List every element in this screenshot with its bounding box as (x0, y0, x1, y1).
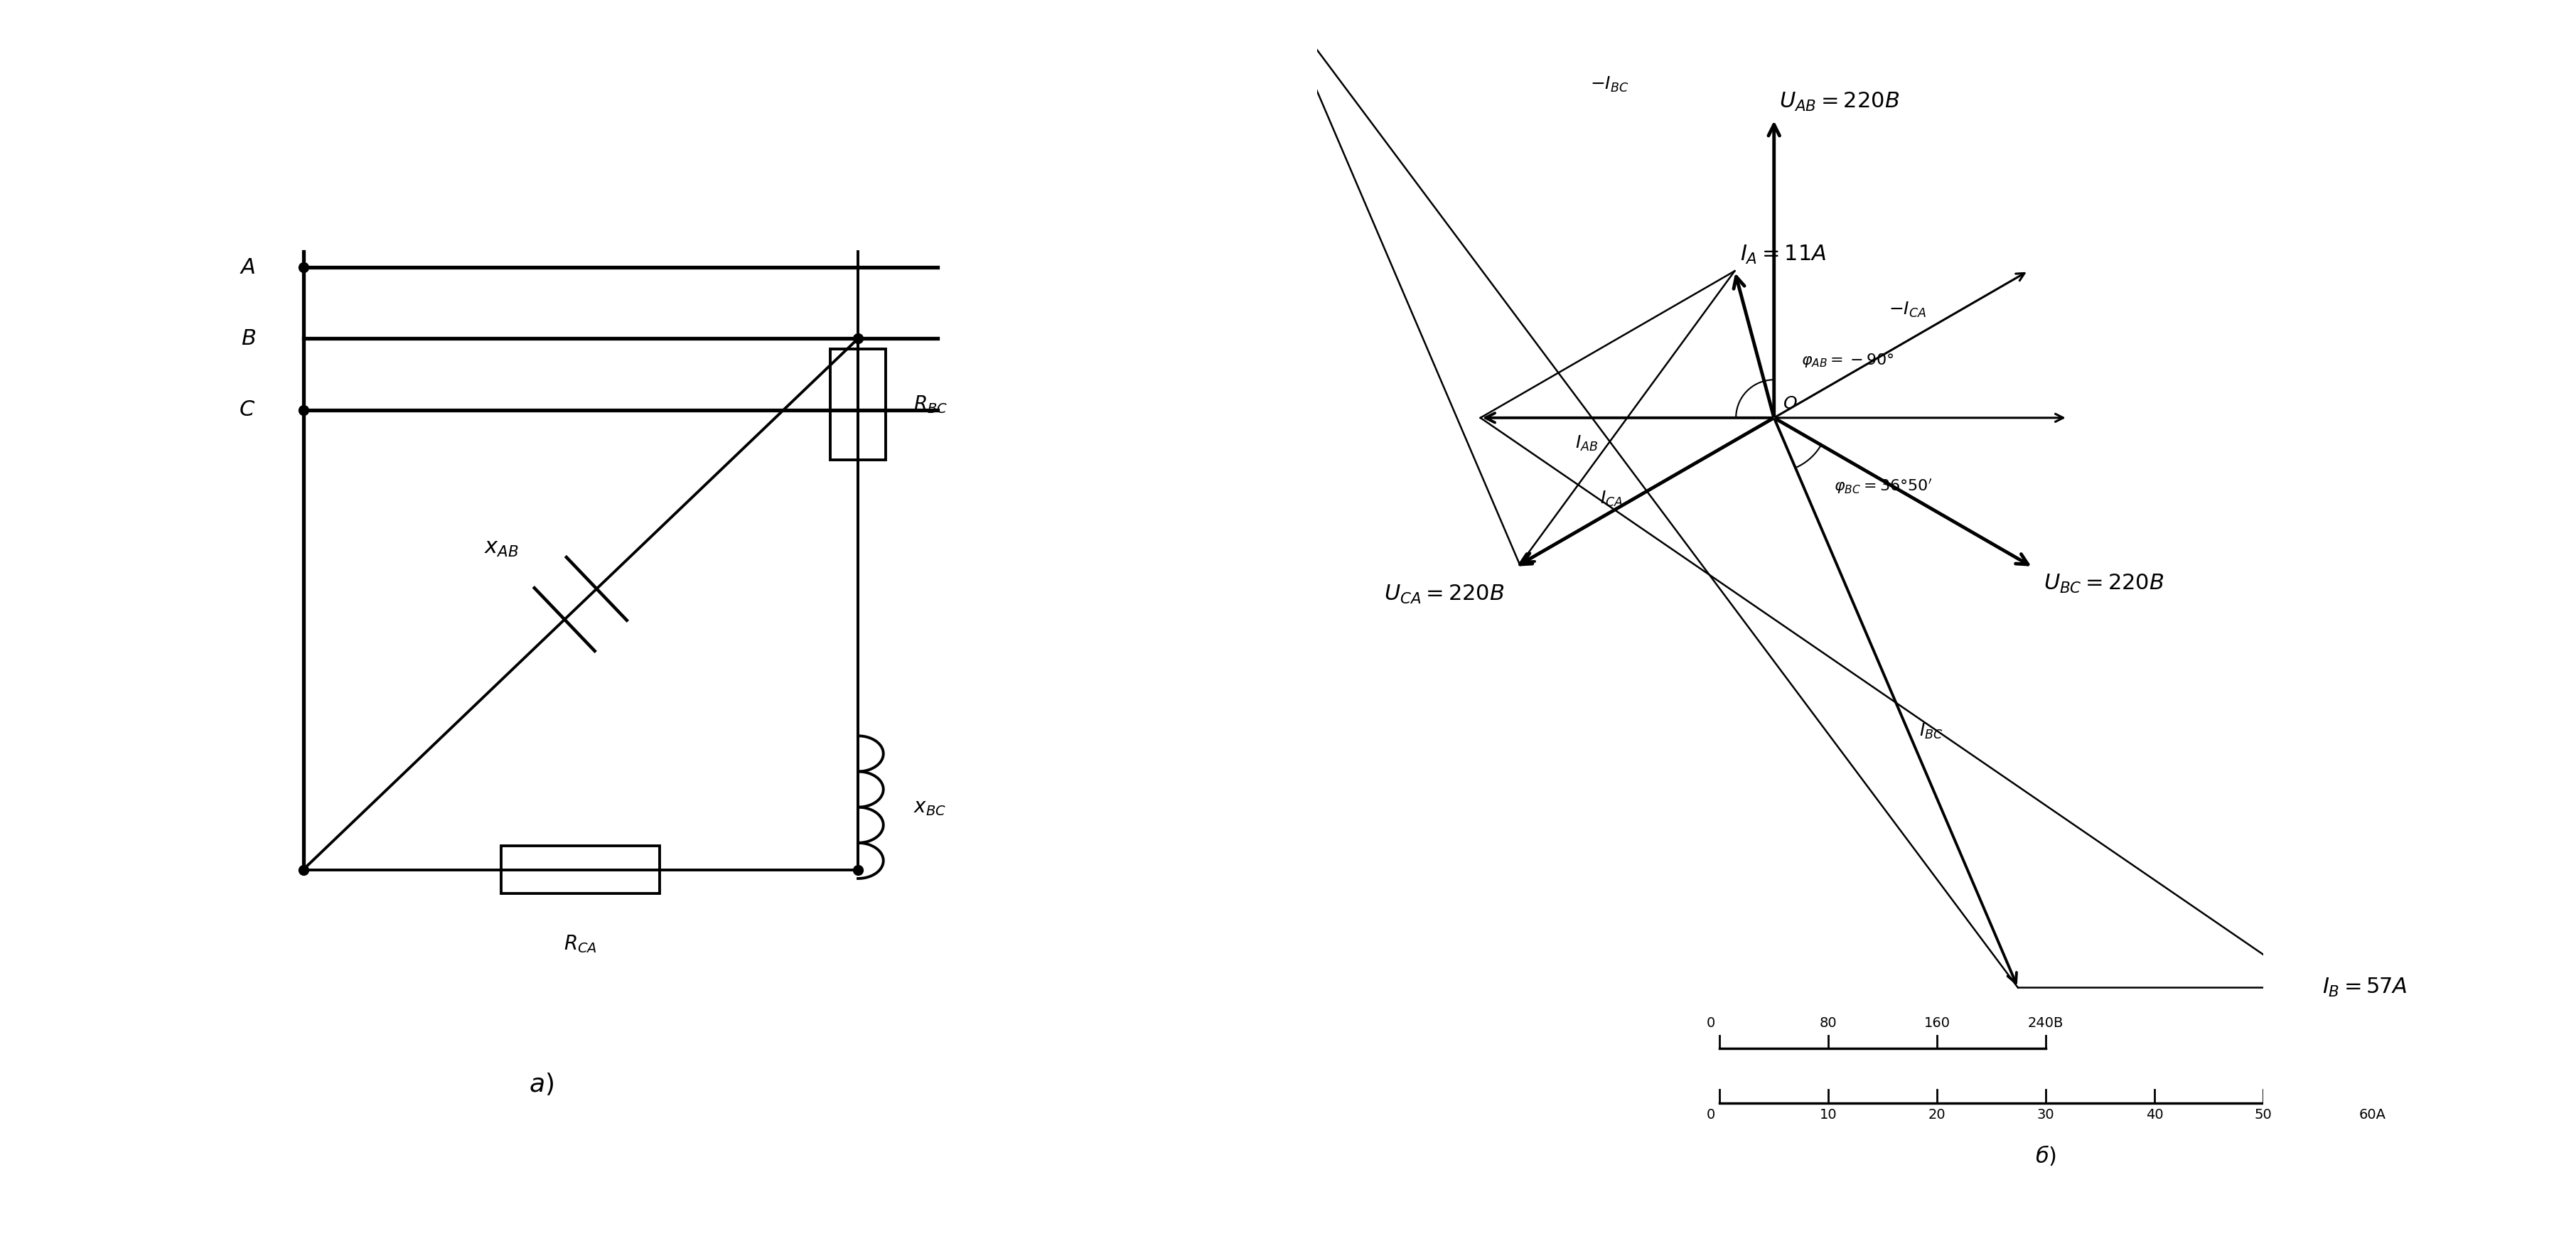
Text: $x_{BC}$: $x_{BC}$ (914, 797, 945, 817)
Text: 240B: 240B (2027, 1016, 2063, 1030)
Text: $-I_{BC}$: $-I_{BC}$ (1589, 74, 1628, 93)
Text: $R_{CA}$: $R_{CA}$ (564, 933, 598, 954)
Text: $\varphi_{BC}=36°50'$: $\varphi_{BC}=36°50'$ (1834, 478, 1932, 495)
Text: $U_{BC}=220B$: $U_{BC}=220B$ (2043, 573, 2164, 594)
Text: $-I_{CA}$: $-I_{CA}$ (1888, 300, 1927, 319)
Text: $I_A=11A$: $I_A=11A$ (1741, 243, 1826, 266)
Text: $U_{AB}=220B$: $U_{AB}=220B$ (1780, 92, 1899, 113)
Text: $B$: $B$ (240, 329, 255, 349)
Text: 60A: 60A (2360, 1108, 2385, 1122)
Text: $a)$: $a)$ (528, 1071, 554, 1096)
Text: $R_{BC}$: $R_{BC}$ (914, 393, 948, 416)
Bar (502, 846, 659, 894)
Text: $U_{CA}=220B$: $U_{CA}=220B$ (1383, 583, 1504, 606)
Text: $I_{CA}$: $I_{CA}$ (1600, 489, 1623, 508)
Text: 20: 20 (1929, 1108, 1945, 1122)
Text: $C$: $C$ (240, 400, 255, 421)
Text: $A$: $A$ (240, 257, 255, 278)
Text: $\varphi_{AB}=-90°$: $\varphi_{AB}=-90°$ (1801, 351, 1893, 369)
Text: $I_{BC}$: $I_{BC}$ (1919, 722, 1942, 741)
Text: 0: 0 (1705, 1016, 1716, 1030)
Text: 40: 40 (2146, 1108, 2164, 1122)
Text: 80: 80 (1819, 1016, 1837, 1030)
Text: $x_{AB}$: $x_{AB}$ (484, 539, 518, 558)
Text: 30: 30 (2038, 1108, 2056, 1122)
Text: 0: 0 (1705, 1108, 1716, 1122)
Text: 50: 50 (2254, 1108, 2272, 1122)
Bar (829, 349, 886, 460)
Text: 10: 10 (1819, 1108, 1837, 1122)
Text: 160: 160 (1924, 1016, 1950, 1030)
Text: $I_{AB}$: $I_{AB}$ (1574, 434, 1597, 453)
Text: $O$: $O$ (1783, 396, 1798, 412)
Text: $б)$: $б)$ (2035, 1143, 2056, 1167)
Text: $I_B=57A$: $I_B=57A$ (2324, 977, 2406, 999)
